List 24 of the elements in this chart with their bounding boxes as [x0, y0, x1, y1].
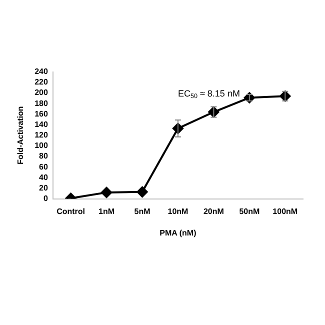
x-tick-label: Control — [56, 206, 86, 216]
x-tick-label: 5nM — [134, 206, 151, 216]
x-tick-label: 10nM — [168, 206, 189, 216]
x-tick-label: 20nM — [203, 206, 224, 216]
y-tick-label: 160 — [34, 109, 48, 118]
y-tick-label: 180 — [34, 98, 48, 108]
x-tick-label: 1nM — [98, 206, 115, 216]
y-tick-label: 60 — [39, 162, 48, 172]
y-axis-title: Fold-Activation — [16, 106, 26, 164]
y-tick-label: 200 — [34, 88, 48, 98]
y-tick-label: 100 — [34, 141, 48, 150]
x-tick-label: 50nM — [239, 206, 260, 216]
y-tick-label: 220 — [34, 78, 48, 87]
point — [101, 186, 112, 198]
y-tick-label: 140 — [34, 120, 48, 129]
y-tick-label: 240 — [34, 67, 48, 76]
y-tick-label: 80 — [39, 152, 48, 161]
y-tick-label: 0 — [43, 194, 48, 204]
y-tick-label: 120 — [34, 130, 48, 140]
x-axis-title: PMA (nM) — [160, 228, 197, 238]
y-tick-label: 40 — [39, 172, 48, 182]
x-tick-label: 100nM — [272, 206, 298, 216]
y-tick-label: 20 — [39, 183, 48, 192]
point — [136, 186, 148, 198]
